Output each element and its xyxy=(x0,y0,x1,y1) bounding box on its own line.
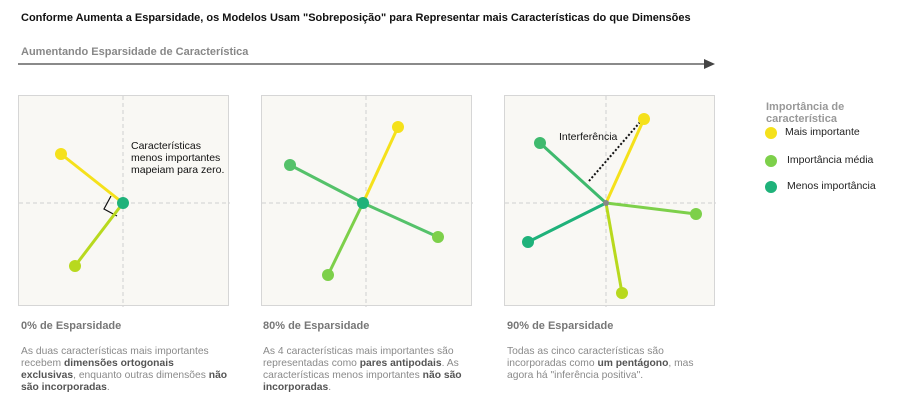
legend-dot-yellow xyxy=(765,127,777,139)
annotation-less-important-map-to-zero: Características menos importantes mapeia… xyxy=(131,140,224,176)
panel-90-title: 90% de Esparsidade xyxy=(507,320,614,332)
feature-point-yellowgreen xyxy=(69,260,81,272)
legend-dot-lightgreen xyxy=(765,155,777,167)
panel-0-sparsity xyxy=(18,95,230,307)
legend-dot-darkgreen xyxy=(765,181,777,193)
panel-80-title: 80% de Esparsidade xyxy=(263,320,370,332)
right-angle-marker xyxy=(103,195,118,217)
legend-label: Importância média xyxy=(787,154,874,166)
panel-80-svg xyxy=(262,96,473,307)
feature-vector-most xyxy=(60,152,124,205)
legend-label: Mais importante xyxy=(785,126,860,138)
sparsity-arrow-label: Aumentando Esparsidade de Característica xyxy=(21,46,249,58)
figure-title: Conforme Aumenta a Esparsidade, os Model… xyxy=(21,12,691,24)
panel-0-svg xyxy=(19,96,230,307)
panel-90-svg xyxy=(505,96,716,307)
sparsity-arrow xyxy=(18,59,715,69)
legend-title: Importância de característica xyxy=(766,101,845,125)
feature-point-most xyxy=(55,148,67,160)
legend-label: Menos importância xyxy=(787,180,876,192)
panel-90-description: Todas as cinco características são incor… xyxy=(507,346,694,381)
panel-90-sparsity xyxy=(504,95,716,307)
feature-vector-yellowgreen xyxy=(73,202,125,267)
panel-0-description: As duas características mais importantes… xyxy=(21,346,228,393)
panel-80-sparsity xyxy=(261,95,473,307)
panel-80-description: As 4 características mais importantes sã… xyxy=(263,346,462,393)
panel-0-title: 0% de Esparsidade xyxy=(21,320,122,332)
annotation-interference: Interferência xyxy=(559,131,618,143)
annotation-text: Características menos importantes mapeia… xyxy=(131,140,225,176)
interference-dotted-line xyxy=(588,120,642,182)
origin-point-least xyxy=(117,197,129,209)
